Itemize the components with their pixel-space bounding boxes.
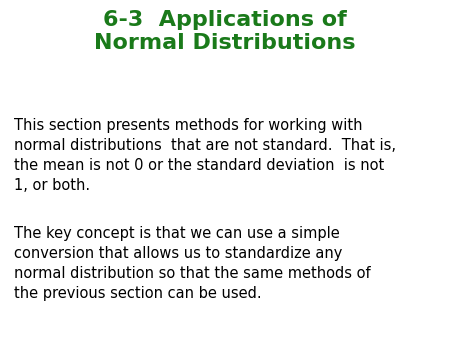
Text: The key concept is that we can use a simple
conversion that allows us to standar: The key concept is that we can use a sim… xyxy=(14,226,370,301)
Text: This section presents methods for working with
normal distributions  that are no: This section presents methods for workin… xyxy=(14,118,396,193)
Text: 6-3  Applications of
Normal Distributions: 6-3 Applications of Normal Distributions xyxy=(94,10,356,53)
